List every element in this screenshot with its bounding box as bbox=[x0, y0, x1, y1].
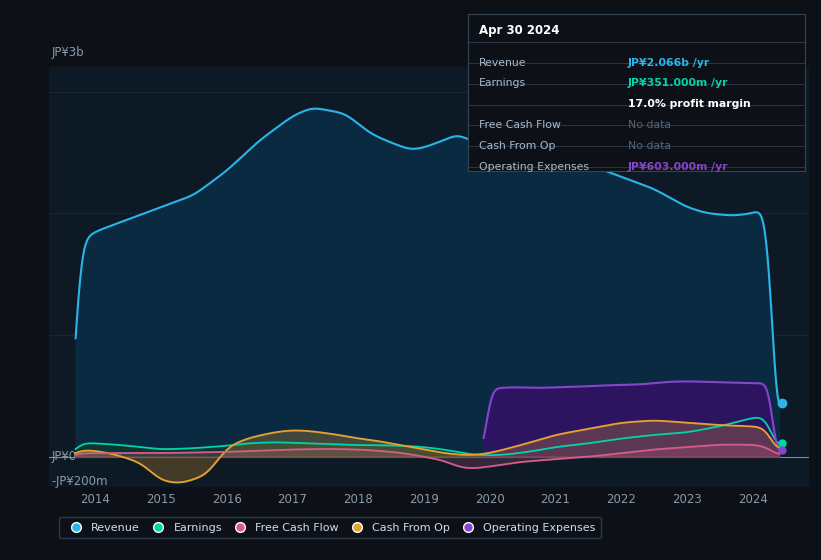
Text: Revenue: Revenue bbox=[479, 58, 526, 68]
Text: Apr 30 2024: Apr 30 2024 bbox=[479, 24, 559, 37]
Text: 17.0% profit margin: 17.0% profit margin bbox=[628, 99, 751, 109]
Text: JP¥351.000m /yr: JP¥351.000m /yr bbox=[628, 78, 728, 88]
Text: JP¥603.000m /yr: JP¥603.000m /yr bbox=[628, 162, 729, 172]
Text: Free Cash Flow: Free Cash Flow bbox=[479, 120, 561, 130]
Text: No data: No data bbox=[628, 141, 671, 151]
Text: Operating Expenses: Operating Expenses bbox=[479, 162, 589, 172]
Legend: Revenue, Earnings, Free Cash Flow, Cash From Op, Operating Expenses: Revenue, Earnings, Free Cash Flow, Cash … bbox=[59, 517, 601, 538]
Text: JP¥3b: JP¥3b bbox=[52, 46, 85, 59]
Text: -JP¥200m: -JP¥200m bbox=[52, 475, 108, 488]
Text: Earnings: Earnings bbox=[479, 78, 525, 88]
Text: Cash From Op: Cash From Op bbox=[479, 141, 555, 151]
Text: JP¥2.066b /yr: JP¥2.066b /yr bbox=[628, 58, 710, 68]
Text: JP¥0: JP¥0 bbox=[52, 450, 76, 463]
Text: No data: No data bbox=[628, 120, 671, 130]
